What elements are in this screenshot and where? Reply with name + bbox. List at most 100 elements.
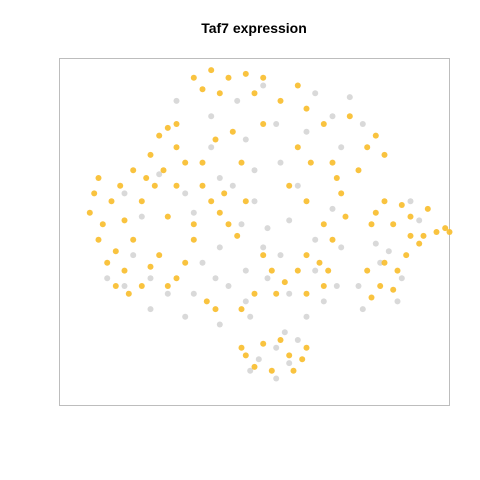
- point-high-expression-18: [143, 175, 150, 181]
- point-high-expression-17: [160, 167, 167, 174]
- point-high-expression-22: [199, 182, 206, 189]
- point-high-expression-20: [173, 121, 180, 127]
- point-high-expression-75: [164, 213, 171, 220]
- point-high-expression-8: [117, 182, 124, 189]
- point-high-expression-35: [242, 70, 249, 77]
- point-high-expression-90: [381, 259, 388, 266]
- point-high-expression-116: [112, 283, 119, 289]
- point-low-expression-50: [255, 356, 262, 363]
- point-high-expression-107: [368, 221, 375, 228]
- point-high-expression-58: [268, 267, 275, 274]
- point-low-expression-44: [238, 221, 245, 228]
- point-low-expression-24: [182, 313, 189, 320]
- point-low-expression-27: [164, 290, 171, 297]
- point-low-expression-35: [338, 144, 345, 151]
- point-high-expression-104: [433, 229, 440, 235]
- point-low-expression-9: [329, 205, 336, 212]
- point-high-expression-73: [238, 306, 245, 313]
- point-high-expression-53: [329, 236, 336, 243]
- point-high-expression-93: [377, 283, 384, 289]
- point-high-expression-21: [199, 159, 206, 166]
- point-high-expression-51: [303, 198, 310, 205]
- point-high-expression-42: [346, 113, 353, 120]
- point-high-expression-110: [338, 190, 345, 197]
- point-low-expression-45: [286, 217, 293, 224]
- point-high-expression-13: [156, 132, 163, 139]
- point-high-expression-98: [416, 240, 423, 247]
- point-high-expression-83: [286, 352, 293, 359]
- point-high-expression-52: [320, 221, 327, 228]
- point-high-expression-67: [164, 283, 171, 289]
- point-high-expression-78: [173, 182, 180, 189]
- point-low-expression-11: [208, 144, 215, 151]
- point-high-expression-49: [329, 159, 336, 166]
- point-high-expression-114: [212, 136, 219, 143]
- point-high-expression-48: [307, 159, 314, 166]
- point-low-expression-36: [312, 90, 319, 97]
- point-high-expression-115: [260, 121, 267, 127]
- point-low-expression-51: [273, 375, 280, 382]
- point-high-expression-0: [99, 221, 106, 228]
- point-high-expression-106: [420, 232, 427, 239]
- point-high-expression-12: [147, 151, 154, 158]
- point-high-expression-34: [199, 86, 206, 93]
- point-low-expression-47: [277, 159, 284, 166]
- point-high-expression-62: [320, 283, 327, 289]
- point-high-expression-91: [394, 267, 401, 274]
- point-low-expression-4: [190, 209, 197, 216]
- point-high-expression-45: [364, 144, 371, 151]
- point-low-expression-53: [247, 367, 254, 374]
- point-high-expression-50: [286, 182, 293, 189]
- point-low-expression-32: [320, 298, 327, 305]
- point-low-expression-12: [242, 136, 249, 143]
- point-low-expression-0: [147, 275, 154, 282]
- point-high-expression-113: [229, 128, 236, 135]
- point-low-expression-55: [294, 337, 301, 343]
- point-high-expression-79: [147, 263, 154, 270]
- point-high-expression-27: [221, 190, 228, 197]
- point-high-expression-33: [216, 90, 223, 97]
- chart-title: Taf7 expression: [201, 20, 307, 36]
- point-low-expression-21: [264, 275, 271, 282]
- point-high-expression-41: [320, 121, 327, 127]
- point-high-expression-40: [303, 105, 310, 112]
- point-high-expression-82: [268, 367, 275, 374]
- point-high-expression-24: [216, 209, 223, 216]
- point-high-expression-29: [238, 159, 245, 166]
- point-low-expression-60: [355, 283, 362, 289]
- point-low-expression-31: [303, 313, 310, 320]
- point-high-expression-102: [407, 213, 414, 220]
- point-high-expression-89: [299, 356, 306, 363]
- point-high-expression-87: [277, 337, 284, 343]
- point-high-expression-109: [442, 225, 449, 232]
- point-high-expression-38: [277, 97, 284, 104]
- point-high-expression-28: [242, 198, 249, 205]
- point-high-expression-72: [212, 306, 219, 313]
- point-high-expression-117: [125, 290, 132, 297]
- point-low-expression-38: [234, 97, 241, 104]
- point-low-expression-64: [407, 198, 414, 205]
- point-high-expression-31: [208, 67, 215, 74]
- point-high-expression-77: [130, 167, 137, 174]
- point-low-expression-42: [212, 275, 219, 282]
- point-low-expression-3: [130, 252, 137, 259]
- point-low-expression-2: [260, 244, 267, 251]
- point-high-expression-103: [424, 205, 431, 212]
- point-high-expression-97: [407, 232, 414, 239]
- point-high-expression-105: [398, 202, 405, 208]
- point-high-expression-99: [372, 209, 379, 216]
- point-low-expression-13: [273, 121, 280, 127]
- point-high-expression-111: [342, 213, 349, 220]
- point-low-expression-54: [273, 344, 280, 351]
- point-low-expression-28: [138, 213, 145, 220]
- point-low-expression-16: [346, 94, 353, 101]
- point-high-expression-23: [208, 198, 215, 205]
- point-high-expression-36: [260, 74, 267, 81]
- point-high-expression-64: [190, 236, 197, 243]
- point-high-expression-108: [446, 229, 453, 235]
- point-low-expression-23: [312, 267, 319, 274]
- point-low-expression-15: [329, 113, 336, 120]
- point-low-expression-22: [286, 290, 293, 297]
- point-high-expression-16: [182, 159, 189, 166]
- point-low-expression-34: [338, 244, 345, 251]
